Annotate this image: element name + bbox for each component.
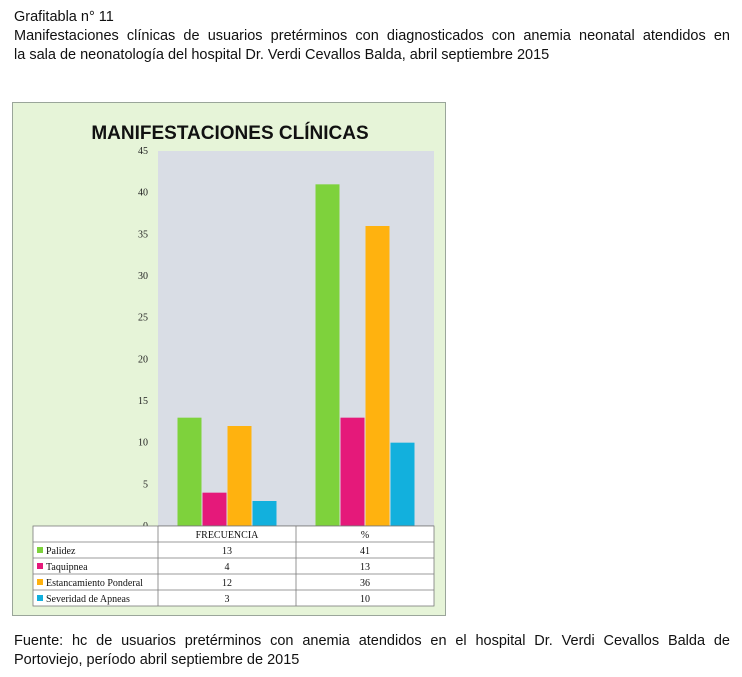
bar-0-0 <box>177 417 202 526</box>
footer-line-1: Fuente: hc de usuarios pretérminos con a… <box>14 633 730 649</box>
bar-1-0 <box>202 492 227 526</box>
y-tick-label: 10 <box>138 438 148 449</box>
y-tick-label: 5 <box>143 479 148 490</box>
legend-swatch-0 <box>37 547 43 553</box>
caption-line-2: Manifestaciones clínicas de usuarios pre… <box>14 28 730 44</box>
legend-swatch-2 <box>37 579 43 585</box>
legend-label-1: Taquipnea <box>46 562 88 573</box>
x-category-label: % <box>361 530 369 541</box>
bar-3-0 <box>252 501 277 526</box>
chart-svg: MANIFESTACIONES CLÍNICAS 051015202530354… <box>32 122 435 607</box>
data-table <box>32 525 435 607</box>
data-label: 13 <box>360 562 370 573</box>
y-tick-label: 30 <box>138 271 148 282</box>
legend-swatch-1 <box>37 563 43 569</box>
caption: Grafitabla n° 11 Manifestaciones clínica… <box>14 8 730 65</box>
legend-label-3: Severidad de Apneas <box>46 594 130 605</box>
caption-line-3: la sala de neonatología del hospital Dr.… <box>14 47 550 63</box>
bar-2-0 <box>227 426 252 526</box>
legend-label-0: Palidez <box>46 546 76 557</box>
data-label: 12 <box>222 578 232 589</box>
data-label: 36 <box>360 578 370 589</box>
y-tick-label: 45 <box>138 146 148 157</box>
bar-2-1 <box>365 226 390 526</box>
legend-swatch-3 <box>37 595 43 601</box>
y-tick-label: 20 <box>138 354 148 365</box>
footer-line-2: Portoviejo, período abril septiembre de … <box>14 652 300 668</box>
y-tick-label: 35 <box>138 229 148 240</box>
data-label: 3 <box>225 594 230 605</box>
caption-line-1: Grafitabla n° 11 <box>14 9 114 25</box>
chart-frame: MANIFESTACIONES CLÍNICAS 051015202530354… <box>12 102 446 616</box>
data-label: 13 <box>222 546 232 557</box>
y-tick-label: 25 <box>138 313 148 324</box>
legend-label-2: Estancamiento Ponderal <box>46 578 143 589</box>
footer: Fuente: hc de usuarios pretérminos con a… <box>14 632 730 670</box>
y-tick-label: 15 <box>138 396 148 407</box>
bar-3-1 <box>390 442 415 526</box>
data-label: 4 <box>225 562 230 573</box>
data-label: 10 <box>360 594 370 605</box>
y-tick-label: 40 <box>138 188 148 199</box>
bar-1-1 <box>340 417 365 526</box>
chart-title: MANIFESTACIONES CLÍNICAS <box>91 122 368 144</box>
bar-0-1 <box>315 184 340 526</box>
data-label: 41 <box>360 546 370 557</box>
x-category-label: FRECUENCIA <box>196 530 260 541</box>
